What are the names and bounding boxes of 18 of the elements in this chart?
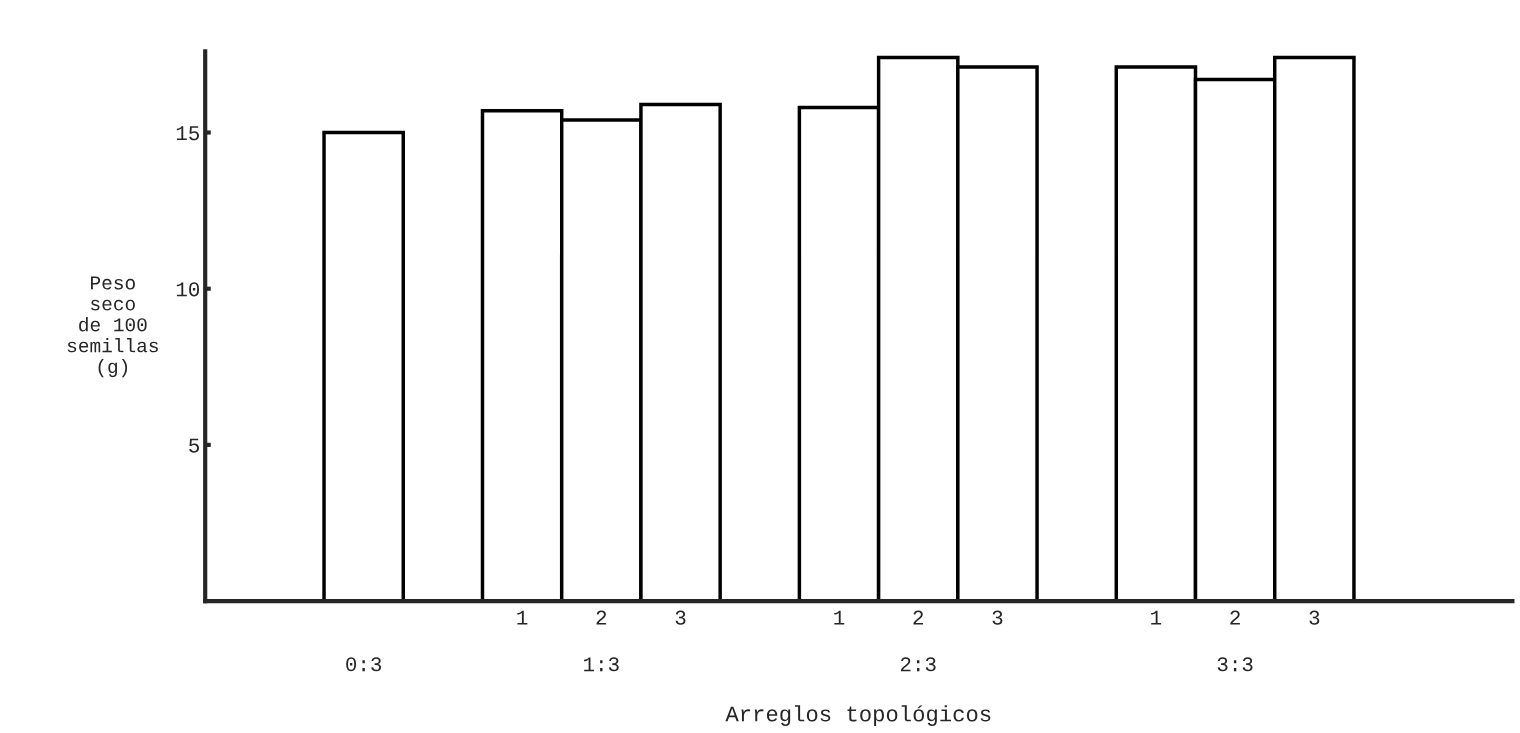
y-tick-label: 10 [176,282,200,297]
text: 3:3 [1217,657,1253,672]
text: 0:3 [346,657,382,672]
y-axis-title: Peso seco de 100 semillas (g) [67,276,158,378]
x-tick-label: 1 [834,610,845,625]
x-tick-label: 3 [675,610,686,625]
y-tick-label: 5 [189,438,200,453]
x-tick-label: 3 [992,610,1003,625]
y-tick-label: 15 [176,126,200,141]
x-tick-label: 2 [1230,610,1240,625]
text: 1:3 [584,657,619,672]
x-tick-label: 2 [913,610,923,625]
x-tick-label: 1 [517,610,528,625]
x-tick-label: 2 [596,610,607,625]
x-tick-label: 1 [1151,610,1162,625]
x-tick-label: 3 [1309,610,1320,625]
text: 2:3 [900,657,936,672]
x-axis-title: Arreglos topológicos [725,705,991,726]
